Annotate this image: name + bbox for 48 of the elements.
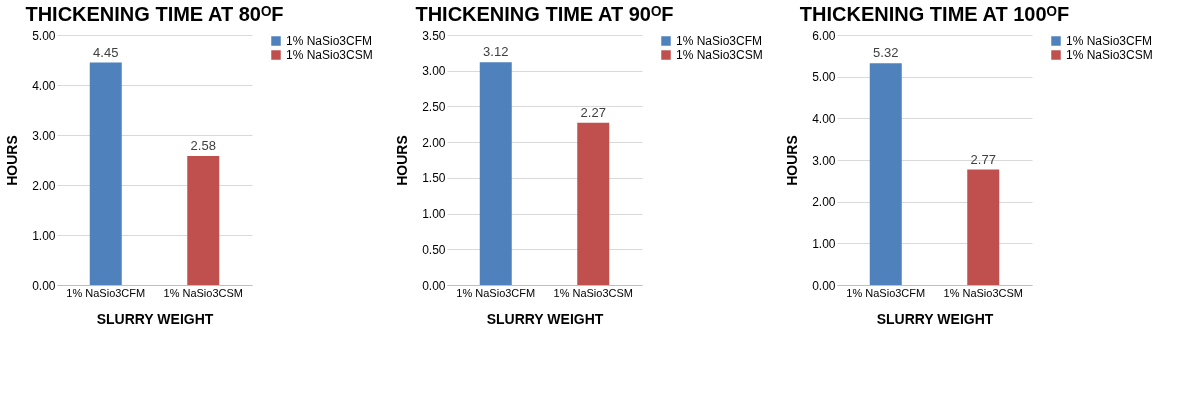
- y-axis-title: HOURS: [394, 135, 411, 186]
- chart-title: THICKENING TIME AT 90ᴼF: [415, 3, 674, 25]
- x-tick-label: 1% NaSio3CFM: [456, 286, 536, 299]
- y-tick-label: 1.00: [32, 228, 56, 243]
- y-axis-title: HOURS: [784, 135, 801, 186]
- y-tick-label: 6.00: [812, 28, 836, 43]
- x-tick-label: 1% NaSio3CFM: [846, 286, 926, 299]
- legend-label: 1% NaSio3CFM: [286, 34, 373, 48]
- x-tick-label: 1% NaSio3CSM: [553, 286, 633, 299]
- y-tick-label: 1.00: [812, 236, 836, 251]
- y-tick-label: 3.00: [32, 128, 56, 143]
- legend-label: 1% NaSio3CFM: [1066, 34, 1153, 48]
- x-tick-label: 1% NaSio3CSM: [943, 286, 1023, 299]
- y-tick-label: 3.50: [422, 28, 446, 43]
- data-label: 2.58: [190, 138, 216, 153]
- y-axis-title: HOURS: [4, 135, 21, 186]
- chart-title: THICKENING TIME AT 80ᴼF: [25, 3, 284, 25]
- y-tick-label: 2.00: [812, 195, 836, 210]
- x-tick-label: 1% NaSio3CSM: [163, 286, 243, 299]
- data-label: 3.12: [483, 44, 509, 60]
- y-tick-label: 5.00: [32, 28, 56, 43]
- y-tick-label: 3.00: [422, 64, 446, 79]
- x-axis-title: SLURRY WEIGHT: [486, 310, 604, 327]
- data-label: 2.77: [970, 151, 996, 167]
- x-axis-title: SLURRY WEIGHT: [876, 310, 994, 327]
- y-tick-label: 4.00: [32, 78, 56, 93]
- y-tick-label: 0.00: [422, 278, 446, 293]
- y-tick-label: 2.00: [32, 178, 56, 193]
- y-tick-label: 2.00: [422, 135, 446, 150]
- y-tick-label: 1.00: [422, 207, 446, 222]
- legend-label: 1% NaSio3CFM: [676, 34, 763, 48]
- y-tick-label: 0.00: [32, 278, 56, 293]
- legend-label: 1% NaSio3CSM: [676, 48, 763, 62]
- legend-label: 1% NaSio3CSM: [286, 48, 373, 62]
- data-label: 4.45: [93, 44, 119, 60]
- y-tick-label: 2.50: [422, 99, 446, 114]
- legend-label: 1% NaSio3CSM: [1066, 48, 1153, 62]
- x-axis-title: SLURRY WEIGHT: [96, 310, 214, 327]
- y-tick-label: 0.00: [812, 278, 836, 293]
- y-tick-label: 5.00: [812, 70, 836, 85]
- chart-title: THICKENING TIME AT 100ᴼF: [799, 3, 1070, 25]
- x-tick-label: 1% NaSio3CFM: [66, 286, 146, 299]
- y-tick-label: 0.50: [422, 242, 446, 257]
- y-tick-label: 3.00: [812, 153, 836, 168]
- y-tick-label: 4.00: [812, 111, 836, 126]
- data-label: 5.32: [873, 45, 899, 61]
- data-label: 2.27: [580, 104, 606, 120]
- y-tick-label: 1.50: [422, 171, 446, 186]
